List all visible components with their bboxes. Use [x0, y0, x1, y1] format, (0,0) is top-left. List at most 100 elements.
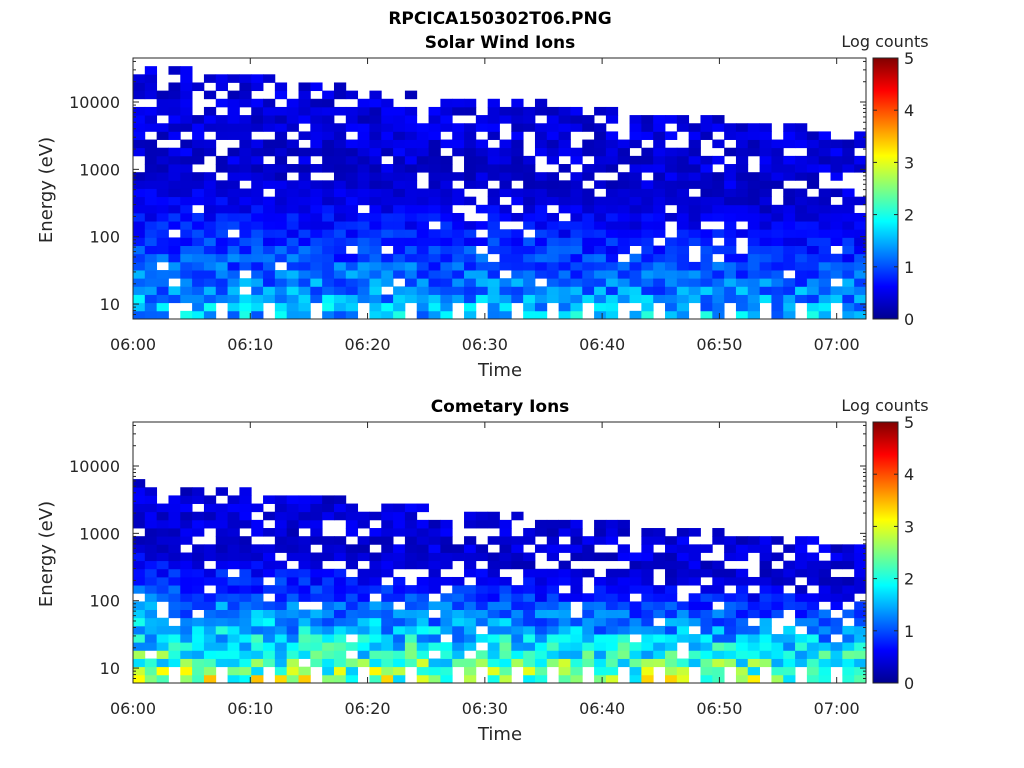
- heatmap-cell: [582, 552, 595, 562]
- heatmap-cell: [842, 188, 855, 198]
- heatmap-cell: [487, 221, 500, 230]
- heatmap-cell: [428, 180, 441, 189]
- x-axis-label: Time: [477, 360, 522, 381]
- heatmap-cell: [251, 576, 264, 586]
- heatmap-cell: [416, 278, 429, 287]
- heatmap-cell: [806, 617, 820, 627]
- heatmap-cell: [570, 221, 583, 230]
- heatmap-cell: [168, 519, 181, 529]
- heatmap-cell: [192, 115, 205, 124]
- colorbar-tick-label: 4: [904, 101, 914, 120]
- heatmap-cell: [310, 270, 323, 279]
- heatmap-cell: [629, 180, 642, 189]
- colorbar-tick-label: 0: [904, 310, 914, 329]
- heatmap-cell: [215, 625, 228, 635]
- heatmap-cell: [464, 536, 477, 545]
- heatmap-cell: [416, 302, 429, 312]
- heatmap-cell: [322, 568, 335, 578]
- heatmap-cell: [747, 278, 760, 287]
- heatmap-cell: [724, 237, 737, 246]
- heatmap-cell: [464, 245, 477, 255]
- heatmap-cell: [676, 560, 690, 570]
- heatmap-cell: [133, 658, 146, 668]
- heatmap-cell: [653, 188, 666, 198]
- heatmap-cell: [310, 278, 323, 287]
- heatmap-cell: [712, 310, 725, 320]
- heatmap-cell: [735, 302, 749, 312]
- heatmap-cell: [747, 212, 760, 222]
- heatmap-cell: [546, 188, 560, 198]
- heatmap-cell: [333, 658, 347, 668]
- heatmap-cell: [747, 609, 760, 619]
- heatmap-cell: [239, 576, 252, 586]
- panel-solar-wind-ions: Solar Wind Ions 06:00 06:10 06:20 06:30 06:4…: [36, 32, 929, 381]
- heatmap-cell: [818, 155, 831, 165]
- heatmap-cell: [286, 310, 299, 320]
- heatmap-cell: [286, 528, 299, 537]
- heatmap-cell: [534, 139, 548, 149]
- heatmap-cell: [239, 544, 252, 553]
- heatmap-cell: [854, 237, 867, 246]
- heatmap-cell: [144, 123, 158, 132]
- heatmap-cell: [806, 609, 820, 619]
- heatmap-cell: [263, 237, 276, 246]
- heatmap-cell: [393, 123, 406, 132]
- heatmap-cell: [298, 503, 311, 513]
- heatmap-cell: [783, 625, 796, 635]
- heatmap-cell: [180, 625, 193, 635]
- heatmap-cell: [227, 601, 240, 610]
- heatmap-cell: [156, 212, 169, 222]
- heatmap-cell: [735, 286, 749, 295]
- heatmap-cell: [676, 147, 690, 157]
- heatmap-cell: [523, 286, 536, 295]
- heatmap-cell: [771, 172, 784, 181]
- heatmap-cell: [783, 658, 796, 668]
- heatmap-cell: [487, 634, 500, 643]
- heatmap-cell: [806, 650, 820, 659]
- heatmap-cell: [357, 139, 370, 149]
- heatmap-cell: [534, 229, 548, 238]
- heatmap-cell: [487, 536, 500, 545]
- heatmap-cell: [617, 245, 630, 255]
- heatmap-cell: [133, 261, 146, 271]
- heatmap-cell: [168, 270, 181, 279]
- heatmap-cell: [629, 253, 642, 263]
- heatmap-cell: [795, 634, 808, 643]
- heatmap-cell: [239, 147, 252, 157]
- heatmap-cell: [381, 115, 394, 124]
- heatmap-cell: [487, 278, 500, 287]
- heatmap-cell: [369, 188, 382, 198]
- heatmap-cell: [251, 286, 264, 295]
- heatmap-cell: [298, 294, 311, 304]
- heatmap-cell: [475, 261, 489, 271]
- heatmap-cell: [842, 544, 855, 553]
- heatmap-cell: [818, 188, 831, 198]
- heatmap-cell: [558, 560, 571, 570]
- heatmap-cell: [475, 172, 489, 181]
- heatmap-cell: [534, 617, 548, 627]
- heatmap-cell: [523, 658, 536, 668]
- heatmap-cell: [759, 625, 772, 635]
- heatmap-cell: [523, 528, 536, 537]
- heatmap-cell: [806, 536, 820, 545]
- heatmap-cell: [369, 196, 382, 206]
- heatmap-cell: [263, 212, 276, 222]
- heatmap-cell: [795, 123, 808, 132]
- heatmap-cell: [818, 585, 831, 594]
- heatmap-cell: [333, 302, 347, 312]
- heatmap-cell: [523, 634, 536, 643]
- heatmap-cell: [227, 576, 240, 586]
- heatmap-cell: [676, 310, 690, 320]
- heatmap-cell: [617, 294, 630, 304]
- heatmap-cell: [357, 658, 370, 668]
- heatmap-cell: [345, 270, 359, 279]
- heatmap-cell: [263, 511, 276, 521]
- heatmap-cell: [203, 568, 217, 578]
- heatmap-cell: [747, 674, 760, 684]
- heatmap-cell: [629, 576, 642, 586]
- heatmap-cell: [629, 212, 642, 222]
- heatmap-cell: [251, 245, 264, 255]
- heatmap-cell: [168, 536, 181, 545]
- heatmap-cell: [369, 204, 382, 214]
- heatmap-cell: [168, 188, 181, 198]
